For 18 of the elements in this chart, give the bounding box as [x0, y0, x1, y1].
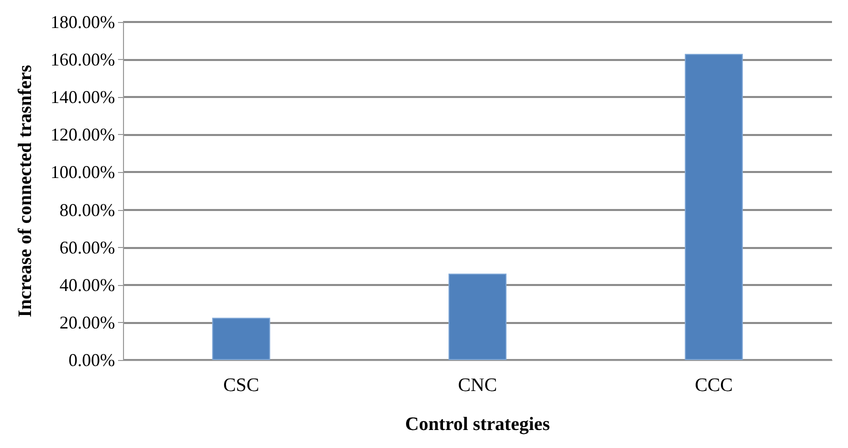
- y-tick-label: 60.00%: [60, 237, 115, 258]
- y-tick-label: 160.00%: [50, 50, 115, 70]
- y-tick-label: 80.00%: [60, 200, 115, 220]
- bar: [212, 318, 270, 360]
- y-tick-label: 40.00%: [60, 274, 115, 295]
- y-tick-label: 120.00%: [50, 124, 115, 145]
- x-tick-label: CNC: [458, 375, 498, 396]
- x-axis-title: Control strategies: [405, 414, 550, 435]
- y-tick-label: 20.00%: [60, 312, 115, 332]
- y-axis-title: Increase of connected trasnfers: [15, 64, 36, 318]
- bar: [684, 54, 743, 360]
- y-tick-label: 100.00%: [50, 162, 115, 182]
- x-tick-label: CSC: [223, 375, 260, 396]
- x-tick-label: CCC: [694, 375, 733, 396]
- y-tick-label: 180.00%: [50, 12, 115, 32]
- y-tick-label: 140.00%: [50, 87, 115, 108]
- y-tick-label: 0.00%: [68, 350, 115, 370]
- bar: [448, 274, 506, 360]
